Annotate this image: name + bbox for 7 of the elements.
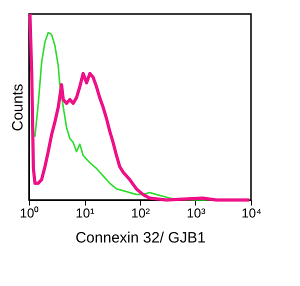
x-tick-label: 10²	[131, 206, 151, 220]
x-tick-label: 10⁰	[20, 206, 40, 220]
x-tick-label: 10¹	[76, 206, 96, 220]
x-axis-title: Connexin 32/ GJB1	[75, 230, 206, 246]
x-tick-label: 10³	[186, 206, 206, 220]
y-axis-title: Counts	[10, 84, 26, 132]
x-tick-label: 10⁴	[241, 206, 262, 220]
